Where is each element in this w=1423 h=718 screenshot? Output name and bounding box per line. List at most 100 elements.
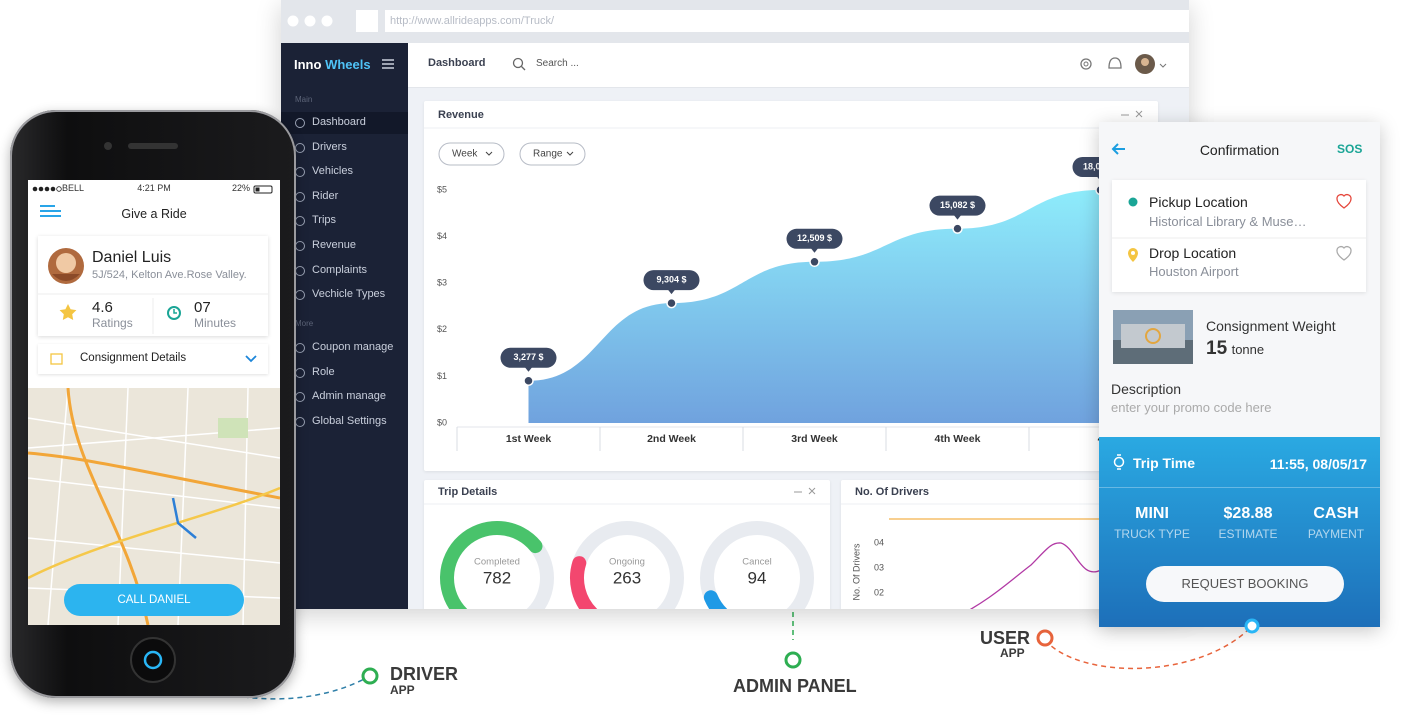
sidebar-icon [295, 241, 305, 251]
drop-label: Drop Location [1149, 245, 1237, 261]
y-axis-label: $3 [437, 278, 447, 288]
gauge-label: Cancel [742, 557, 772, 568]
callout-tip [953, 214, 962, 220]
driver-card: Daniel Luis 5J/524, Kelton Ave.Rose Vall… [38, 236, 268, 336]
summary-label: TRUCK TYPE [1114, 527, 1190, 541]
phone-hardware [104, 142, 178, 683]
carrier: BELL [62, 183, 85, 193]
sidebar-item[interactable]: Trips [281, 210, 408, 232]
menu-icon[interactable] [381, 58, 395, 70]
card-title: Trip Details [438, 486, 497, 498]
truck-image [1113, 310, 1193, 364]
y-axis-label: $5 [437, 184, 447, 194]
tab-button[interactable] [356, 10, 378, 32]
summary-label: ESTIMATE [1218, 527, 1278, 541]
sidebar-label: Trips [312, 214, 337, 227]
consignment-row[interactable]: Consignment Details [38, 344, 268, 374]
sidebar-label: Role [312, 365, 335, 378]
sidebar-item[interactable]: Complaints [281, 260, 408, 282]
callout [500, 347, 557, 368]
description-label: Description [1111, 381, 1182, 397]
sidebar-label: Revenue [312, 239, 357, 251]
divider [1099, 487, 1380, 488]
sidebar-item[interactable]: Dashboard [281, 112, 408, 134]
sidebar-label: Global Settings [312, 414, 387, 427]
weight-unit: tonne [1231, 342, 1265, 357]
sidebar-label: Vehicles [312, 165, 353, 178]
gauge-arc [570, 556, 598, 609]
sos-button[interactable]: SOS [1337, 142, 1363, 156]
filter-label: Range [533, 149, 563, 160]
phone-frame: BELL 4:21 PM 22% Give a Ride Daniel Luis… [10, 110, 296, 698]
filter-pill[interactable] [519, 142, 586, 166]
weight-amount: 15 [1206, 338, 1228, 359]
revenue-chart: Revenue Week Range $5 $4 $3 $2 $1 $0 1st Week 2nd… [424, 109, 1158, 451]
filter-pill[interactable] [438, 142, 505, 166]
sidebar-label: Coupon manage [312, 341, 394, 353]
y-axis-label: 03 [874, 562, 884, 572]
search-input[interactable]: Search ... [536, 58, 579, 69]
user-sublabel: APP [1000, 646, 1025, 660]
location-box: Pickup Location Historical Library & Mus… [1112, 180, 1366, 292]
consignment-weight: 15 tonne [1206, 338, 1264, 360]
phone-screen: BELL 4:21 PM 22% Give a Ride Daniel Luis… [28, 180, 280, 625]
consignment-icons [50, 353, 257, 365]
sidebar-item[interactable]: Vechicle Types [281, 284, 408, 306]
card-title: No. Of Drivers [855, 486, 929, 498]
stat-label: Minutes [194, 316, 237, 330]
card-controls[interactable] [1121, 110, 1143, 118]
sidebar-heading: More [295, 319, 314, 328]
value-label: 9,304 $ [656, 274, 686, 284]
sidebar-icon [295, 290, 305, 301]
gauge-arc [703, 590, 728, 609]
header-icons [1080, 54, 1167, 74]
sidebar-item[interactable]: Global Settings [281, 411, 408, 433]
sidebar-item[interactable]: Coupon manage [281, 337, 408, 359]
sidebar-item[interactable]: Drivers [281, 137, 408, 159]
callout-tip [524, 366, 533, 372]
sidebar-label: Drivers [312, 140, 347, 153]
y-axis-label: 02 [874, 587, 884, 597]
summary-value: CASH [1313, 505, 1359, 522]
sidebar-icon [295, 216, 305, 227]
filter-caret [485, 151, 493, 156]
sidebar-item[interactable]: Revenue [281, 235, 408, 257]
callout-tip [810, 247, 819, 253]
x-axis-label: 4th Week [935, 433, 981, 445]
sidebar-item[interactable]: Admin manage [281, 386, 408, 408]
user-label: USER [980, 628, 1031, 648]
card-controls[interactable] [794, 487, 816, 495]
sidebar-heading: Main [295, 95, 313, 104]
request-booking-button[interactable]: REQUEST BOOKING [1146, 566, 1344, 602]
data-point [666, 297, 677, 309]
hamburger[interactable] [39, 204, 63, 218]
gauge-arc [440, 521, 543, 609]
data-point [523, 375, 534, 387]
consignment-label: Consignment Details [80, 352, 187, 364]
sidebar-item[interactable]: Role [281, 362, 408, 384]
sidebar-item[interactable]: Vehicles [281, 161, 408, 183]
callout [786, 228, 843, 249]
data-point [809, 256, 820, 268]
browser-window: http://www.allrideapps.com/Truck/ Inno W… [281, 0, 1189, 609]
sidebar-item[interactable]: Rider [281, 186, 408, 208]
driver-dot [361, 667, 379, 685]
browser-toolbar: http://www.allrideapps.com/Truck/ [281, 0, 1189, 43]
sidebar: Inno Wheels Main Dashboard Drivers Vehicles… [281, 43, 408, 609]
brand: Inno Wheels [294, 57, 371, 72]
sidebar-icon [295, 367, 305, 378]
summary-value: MINI [1135, 505, 1169, 522]
clock: 4:21 PM [137, 183, 171, 193]
status-icons [32, 185, 273, 194]
y-axis-label: 04 [874, 537, 884, 547]
url-bar[interactable]: http://www.allrideapps.com/Truck/ [385, 10, 1189, 32]
search-icon [512, 57, 526, 71]
screen-title: Give a Ride [121, 207, 187, 221]
call-button[interactable]: CALL DANIEL [64, 584, 244, 616]
stat-value: 07 [194, 299, 211, 316]
summary-row: MINI TRUCK TYPE $28.88 ESTIMATE CASH PAYMENT [1099, 505, 1380, 545]
promo-input[interactable]: enter your promo code here [1111, 400, 1272, 415]
back-arrow[interactable] [1111, 142, 1127, 156]
revenue-area [528, 190, 1101, 423]
